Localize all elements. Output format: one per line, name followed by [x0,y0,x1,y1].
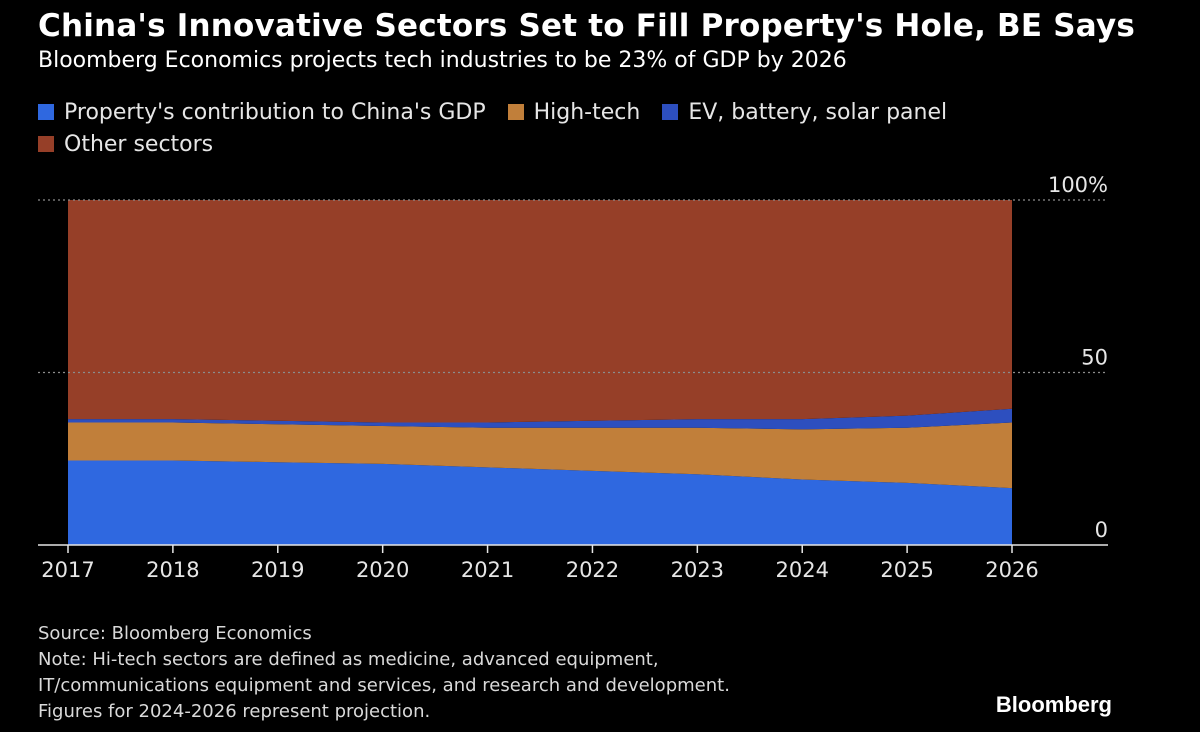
y-tick-label-100: 100% [1048,173,1108,197]
legend-swatch-property [38,104,54,120]
chart-subtitle: Bloomberg Economics projects tech indust… [38,48,847,73]
x-tick-label-2018: 2018 [146,558,199,582]
legend-label-other: Other sectors [64,131,214,157]
note-line-2: IT/communications equipment and services… [38,675,730,696]
chart-title: China's Innovative Sectors Set to Fill P… [38,8,1136,44]
x-tick-label-2026: 2026 [985,558,1038,582]
source-note: Source: Bloomberg Economics [38,623,312,644]
x-tick-label-2021: 2021 [461,558,514,582]
note-line-3: Figures for 2024-2026 represent projecti… [38,701,431,722]
legend-swatch-ev [662,104,679,120]
x-tick-label-2020: 2020 [356,558,409,582]
area-property-s-contribution-to-china-s-gdp [68,460,1012,545]
note-line-1: Note: Hi-tech sectors are defined as med… [38,649,659,670]
legend-label-property: Property's contribution to China's GDP [64,99,486,125]
x-tick-label-2022: 2022 [566,558,619,582]
legend-item-other: Other sectors [38,132,213,157]
area-other-sectors [68,200,1012,423]
stacked-area-chart: 100% 50 0 2017 2018 2019 2020 2021 2022 2023 2024 2… [38,173,1108,582]
legend-item-high-tech: High-tech [507,99,641,125]
legend-swatch-other [38,136,54,152]
area-high-tech [68,422,1012,489]
x-tick-label-2023: 2023 [671,558,724,582]
legend-row-2: Other sectors [38,128,1038,160]
legend-item-ev: EV, battery, solar panel [662,100,947,125]
x-tick-label-2017: 2017 [41,558,94,582]
y-tick-label-0: 0 [1095,518,1108,542]
legend: Property's contribution to China's GDP H… [38,96,1038,160]
area-ev-battery-solar-panel [68,408,1012,430]
legend-item-property: Property's contribution to China's GDP [38,100,486,125]
x-tick-label-2025: 2025 [880,558,933,582]
legend-swatch-high-tech [507,104,524,120]
bloomberg-logo: Bloomberg [995,692,1112,717]
x-tick-label-2019: 2019 [251,558,304,582]
y-tick-label-50: 50 [1081,346,1108,370]
x-tick-label-2024: 2024 [775,558,828,582]
footer: Source: Bloomberg Economics Note: Hi-tec… [38,621,730,725]
legend-row-1: Property's contribution to China's GDP H… [38,96,1038,128]
legend-label-ev: EV, battery, solar panel [688,99,948,125]
legend-label-high-tech: High-tech [533,99,641,125]
